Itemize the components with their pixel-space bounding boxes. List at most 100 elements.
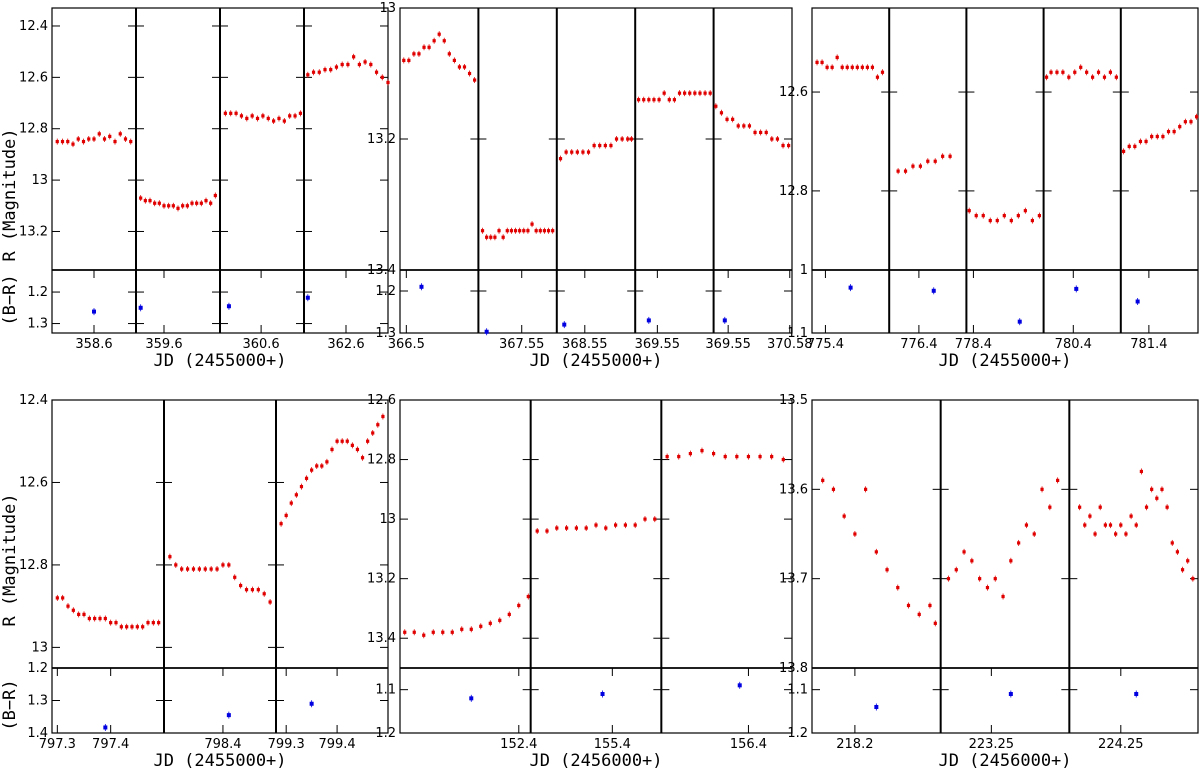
panel-frame [811, 399, 1199, 734]
mag-point [157, 621, 161, 625]
color-point [226, 304, 231, 309]
mag-point [422, 633, 426, 637]
mag-point [501, 235, 505, 239]
mag-point [993, 577, 997, 581]
mag-point [526, 594, 530, 599]
mag-point [933, 621, 937, 625]
mag-point [199, 201, 203, 205]
mag-point [221, 563, 225, 567]
mag-point [320, 464, 324, 468]
mag-point [870, 65, 875, 69]
mag-point [1103, 523, 1107, 527]
mag-point [933, 159, 937, 163]
mag-point [1024, 523, 1029, 527]
mag-point [1102, 75, 1107, 79]
mag-point [1155, 496, 1159, 500]
ytick-label-color: 1 [800, 263, 808, 278]
mag-point [1009, 218, 1013, 223]
subpanel: 360.6 [219, 8, 303, 352]
mag-point [954, 568, 958, 572]
mag-point [437, 32, 441, 36]
mag-point [98, 616, 102, 621]
xtick-label: 156.4 [730, 737, 767, 752]
panel-5: 12.6 12.8 13 13.2 13.4 1.1 1.2 152.4 155.4 156.4 J… [367, 393, 793, 771]
subpanel: 366.5 [388, 31, 477, 352]
ytick-label-mag: 13.7 [779, 572, 808, 587]
mag-point [176, 206, 180, 210]
mag-point [171, 204, 175, 208]
mag-point [1133, 144, 1137, 149]
mag-point [1061, 70, 1065, 74]
mag-point [864, 487, 868, 491]
mag-point [442, 39, 446, 43]
ytick-label-mag: 13.4 [367, 263, 396, 278]
mag-point [294, 493, 298, 497]
ytick-label-color: 1.3 [375, 326, 396, 341]
mag-point [1093, 532, 1097, 536]
mag-point [340, 62, 344, 67]
color-point [484, 329, 489, 334]
subpanel: 369.55 370.58 [705, 8, 813, 352]
xtick-label: 799.3 [268, 737, 305, 752]
mag-point [402, 58, 406, 62]
mag-point [139, 196, 143, 200]
mag-point [66, 139, 70, 144]
mag-point [417, 52, 421, 56]
mag-point [1180, 568, 1185, 572]
ylabel-magnitude-top: R (Magnitude) [0, 128, 20, 261]
mag-point [1098, 505, 1102, 509]
mag-point [629, 137, 634, 141]
mag-point [714, 104, 718, 108]
mag-point [329, 68, 333, 72]
mag-point [114, 621, 118, 625]
mag-point [735, 454, 739, 459]
mag-point [700, 449, 704, 453]
mag-point [374, 70, 379, 74]
mag-point [288, 114, 292, 118]
mag-point [988, 218, 992, 223]
mag-point [825, 65, 829, 69]
mag-point [948, 154, 952, 158]
color-point [1008, 692, 1013, 696]
ytick-label-mag: 12.8 [367, 453, 396, 468]
mag-point [672, 98, 676, 102]
mag-point [845, 65, 849, 69]
mag-point [119, 625, 123, 629]
mag-point [1114, 532, 1118, 536]
color-point [931, 288, 936, 293]
xtick-label: 368.55 [562, 337, 608, 352]
mag-point [1119, 523, 1123, 527]
ytick-label-mag: 13.2 [367, 132, 396, 147]
color-point [1017, 319, 1022, 324]
mag-point [380, 75, 384, 79]
mag-point [229, 111, 233, 115]
mag-point [677, 91, 682, 95]
mag-point [513, 229, 518, 233]
mag-point [157, 201, 161, 205]
mag-point [1056, 478, 1060, 482]
mag-point [723, 454, 727, 459]
mag-point [148, 199, 152, 203]
mag-point [81, 139, 86, 144]
mag-point [712, 452, 716, 456]
xtick-label: 155.4 [594, 737, 631, 752]
mag-point [272, 119, 276, 123]
mag-point [1134, 523, 1138, 527]
mag-point [967, 209, 971, 213]
ytick-label-color: 1.1 [787, 683, 808, 698]
mag-point [746, 454, 751, 459]
mag-point [928, 603, 932, 608]
mag-point [310, 468, 314, 472]
mag-point [662, 91, 666, 95]
mag-point [190, 201, 194, 205]
mag-point [1023, 209, 1027, 213]
mag-point [102, 137, 107, 141]
mag-point [340, 439, 344, 443]
mag-point [1160, 487, 1164, 491]
mag-point [1016, 214, 1020, 218]
xtick-label: 359.6 [145, 337, 182, 352]
mag-point [55, 596, 59, 600]
mag-point [381, 414, 385, 419]
mag-point [431, 630, 435, 634]
